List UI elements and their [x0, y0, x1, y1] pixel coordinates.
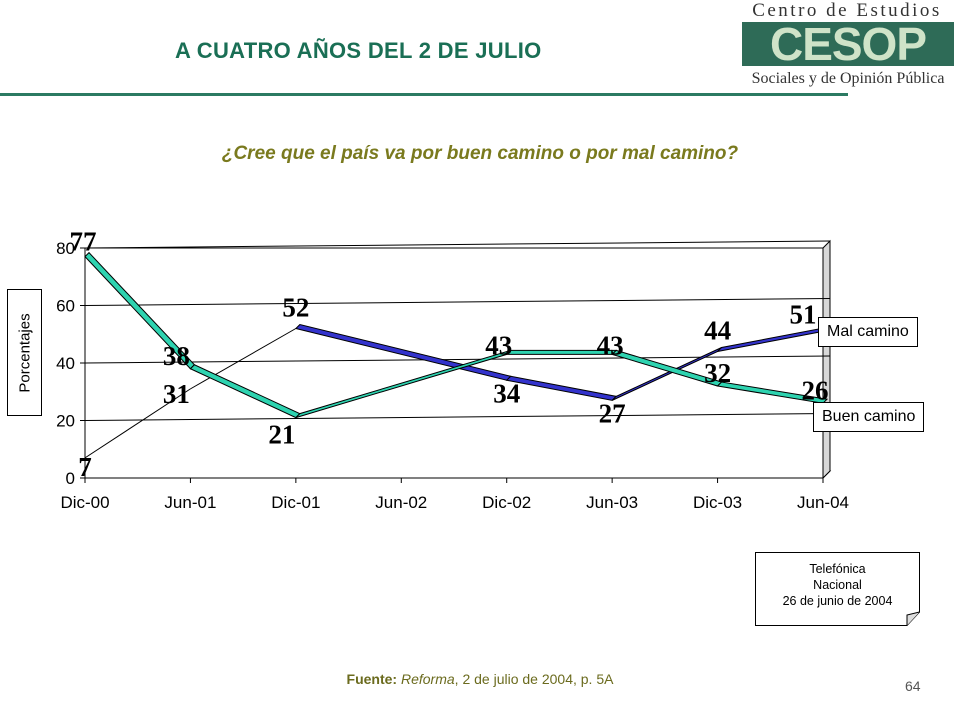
gridline	[84, 298, 831, 306]
gridline	[84, 240, 831, 249]
x-tick-label: Dic-00	[60, 493, 109, 512]
buen-camino-data-label: 43	[597, 330, 624, 360]
survey-note: Telefónica Nacional 26 de junio de 2004	[755, 552, 920, 626]
note-line-1: Telefónica	[809, 562, 866, 576]
buen-camino-data-label: 38	[163, 341, 190, 371]
survey-question: ¿Cree que el país va por buen camino o p…	[221, 143, 739, 164]
x-tick-label: Jun-04	[797, 493, 849, 512]
note-line-3: 26 de junio de 2004	[782, 594, 893, 608]
mal-camino-data-label: 31	[163, 379, 190, 409]
x-tick-label: Jun-03	[586, 493, 638, 512]
y-tick-label: 20	[56, 412, 75, 431]
mal-camino-data-label: 7	[78, 452, 92, 482]
source-label: Fuente:	[346, 671, 398, 687]
source-publication: Reforma	[400, 671, 455, 687]
buen-camino-data-label: 26	[802, 375, 829, 405]
mal-camino-segment	[84, 388, 191, 459]
x-tick-label: Dic-03	[693, 493, 742, 512]
buen-camino-segment	[716, 381, 829, 404]
cesop-logo: Centro de Estudios CESOP Sociales y de O…	[734, 0, 960, 96]
buen-camino-data-label: 77	[70, 230, 97, 257]
legend-buen-camino: Buen camino	[813, 402, 925, 432]
buen-camino-data-label: 21	[268, 420, 295, 450]
x-tick-label: Dic-01	[271, 493, 320, 512]
mal-camino-segment	[190, 328, 297, 390]
source-rest: , 2 de julio de 2004, p. 5A	[454, 671, 614, 687]
legend-mal-camino: Mal camino	[818, 317, 918, 347]
plot-side-wall	[822, 239, 831, 480]
mal-camino-data-label: 52	[282, 293, 309, 323]
svg-text:CESOP: CESOP	[770, 22, 926, 66]
mal-camino-data-label: 44	[704, 316, 731, 346]
y-tick-label: 80	[56, 239, 75, 258]
mal-camino-data-label: 27	[599, 398, 626, 428]
header-divider	[0, 93, 848, 96]
y-tick-label: 60	[56, 297, 75, 316]
x-tick-label: Jun-01	[164, 493, 216, 512]
logo-mark: CESOP	[742, 22, 954, 66]
note-line-2: Nacional	[813, 578, 862, 592]
mal-camino-data-label: 34	[493, 378, 520, 408]
y-tick-label: 40	[56, 354, 75, 373]
x-tick-label: Dic-02	[482, 493, 531, 512]
y-tick-label: 0	[66, 469, 75, 488]
note-frame	[755, 552, 920, 626]
gridline	[84, 413, 831, 421]
logo-top-text: Centro de Estudios	[752, 0, 942, 21]
source-citation: Fuente: Reforma, 2 de julio de 2004, p. …	[0, 671, 960, 687]
y-axis-label: Porcentajes	[16, 312, 33, 393]
buen-camino-data-label: 32	[704, 358, 731, 388]
mal-camino-data-label: 51	[790, 299, 817, 329]
page-number: 64	[905, 678, 921, 694]
y-axis-label-box: Porcentajes	[7, 289, 42, 416]
line-chart: 0 20 40 60 80 Dic-00 Jun-01 Dic-01 Jun-02 Dic-02 J…	[56, 230, 849, 512]
buen-camino-data-label: 43	[485, 330, 512, 360]
logo-bottom-text: Sociales y de Opinión Pública	[751, 70, 945, 87]
page-title: A CUATRO AÑOS DEL 2 DE JULIO	[175, 38, 542, 63]
x-tick-label: Jun-02	[375, 493, 427, 512]
